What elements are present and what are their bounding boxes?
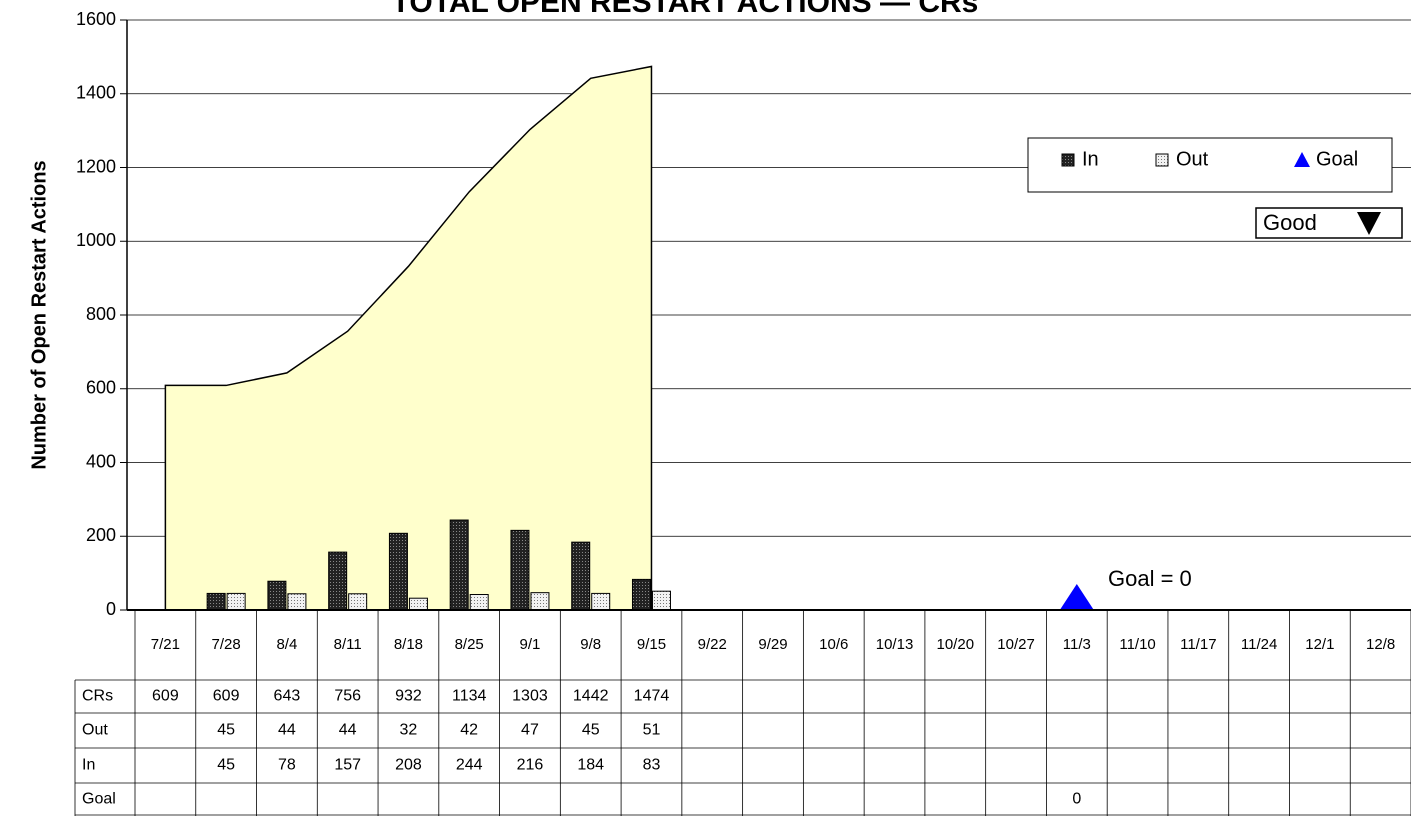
- legend-label: In: [1082, 148, 1099, 170]
- chart-title: TOTAL OPEN RESTART ACTIONS — CRs: [392, 0, 979, 19]
- table-cell: 756: [334, 688, 361, 705]
- bar: [449, 519, 469, 611]
- table-row-label: In: [82, 757, 95, 774]
- x-tick-label: 10/13: [876, 636, 914, 653]
- y-tick-label: 200: [86, 525, 116, 545]
- legend-swatch: [1061, 153, 1075, 167]
- x-tick-label: 8/4: [276, 636, 297, 653]
- bar: [328, 551, 348, 611]
- legend-swatch: [1294, 152, 1310, 167]
- x-tick-label: 8/25: [455, 636, 484, 653]
- x-tick-label: 8/18: [394, 636, 423, 653]
- x-tick-label: 10/20: [937, 636, 975, 653]
- x-tick-label: 7/21: [151, 636, 180, 653]
- x-tick-label: 12/8: [1366, 636, 1395, 653]
- legend-box: [1027, 137, 1393, 193]
- area: [164, 65, 653, 611]
- x-tick-label: 9/29: [758, 636, 787, 653]
- x-tick-label: 11/24: [1241, 636, 1277, 653]
- table-cell: 83: [643, 757, 661, 774]
- bar: [348, 593, 368, 611]
- bar: [469, 594, 489, 611]
- table-cell: 45: [582, 722, 600, 739]
- table-cell: 1474: [634, 688, 670, 705]
- table-cell: 609: [213, 688, 240, 705]
- table-cell: 216: [517, 757, 544, 774]
- bar: [267, 580, 287, 611]
- table-row-label: CRs: [82, 688, 113, 705]
- table-row-label: Out: [82, 722, 108, 739]
- table-cell: 184: [577, 757, 604, 774]
- table-cell: 51: [643, 722, 661, 739]
- x-tick-label: 12/1: [1305, 636, 1334, 653]
- table-cell: 44: [339, 722, 357, 739]
- legend-label: Out: [1176, 148, 1209, 170]
- bar: [388, 532, 408, 611]
- table-cell: 47: [521, 722, 539, 739]
- bar: [408, 597, 428, 611]
- x-tick-label: 10/27: [997, 636, 1035, 653]
- y-tick-label: 0: [106, 599, 116, 619]
- bar: [651, 590, 671, 611]
- x-tick-label: 9/15: [637, 636, 666, 653]
- table-cell: 78: [278, 757, 296, 774]
- x-tick-label: 11/3: [1063, 636, 1091, 653]
- y-tick-label: 600: [86, 378, 116, 398]
- x-tick-label: 9/22: [698, 636, 727, 653]
- x-tick-label: 9/1: [520, 636, 541, 653]
- y-axis-label: Number of Open Restart Actions: [28, 160, 50, 469]
- bar: [206, 592, 226, 611]
- table-cell: 932: [395, 688, 422, 705]
- legend-label: Goal: [1316, 148, 1358, 170]
- y-tick-label: 1600: [76, 9, 116, 29]
- table-cell: 0: [1072, 791, 1081, 808]
- table-cell: 45: [217, 722, 235, 739]
- bar: [510, 529, 530, 611]
- y-tick-label: 400: [86, 451, 116, 471]
- table-cell: 1303: [512, 688, 548, 705]
- table-cell: 208: [395, 757, 422, 774]
- table-cell: 244: [456, 757, 483, 774]
- x-tick-label: 7/28: [212, 636, 241, 653]
- table-cell: 45: [217, 757, 235, 774]
- table-cell: 32: [400, 722, 418, 739]
- table-cell: 157: [334, 757, 361, 774]
- table-cell: 1442: [573, 688, 609, 705]
- y-tick-label: 1000: [76, 230, 116, 250]
- bar-layer: [206, 519, 1094, 611]
- y-tick-label: 1200: [76, 156, 116, 176]
- data-table: 7/21 7/28 8/4 8/11 8/18 8/25 9/1 9/8 9/15 9/22 9/2…: [74, 610, 1411, 816]
- bar: [226, 592, 246, 611]
- y-tick-label: 1400: [76, 83, 116, 103]
- x-tick-label: 11/10: [1119, 636, 1155, 653]
- bar: [571, 541, 591, 611]
- table-cell: 643: [274, 688, 301, 705]
- table-cell: 609: [152, 688, 179, 705]
- area-layer: [164, 65, 653, 611]
- y-tick-label: 800: [86, 304, 116, 324]
- x-tick-label: 10/6: [819, 636, 848, 653]
- goal-marker: [1059, 584, 1094, 610]
- bar: [287, 593, 307, 611]
- table-cell: 1134: [452, 688, 487, 705]
- table-row-label: Goal: [82, 791, 116, 808]
- bar: [591, 592, 611, 611]
- goal-annotation: Goal = 0: [1108, 566, 1192, 591]
- good-label: Good: [1263, 210, 1317, 235]
- table-cell: 44: [278, 722, 296, 739]
- legend-swatch: [1155, 153, 1169, 167]
- x-tick-label: 9/8: [580, 636, 601, 653]
- legend: In Out Goal: [1061, 148, 1358, 170]
- bar: [530, 592, 550, 611]
- table-cell: 42: [460, 722, 478, 739]
- bar: [631, 578, 651, 611]
- good-arrow: [1357, 212, 1381, 235]
- x-tick-label: 8/11: [334, 636, 362, 653]
- x-tick-label: 11/17: [1180, 636, 1216, 653]
